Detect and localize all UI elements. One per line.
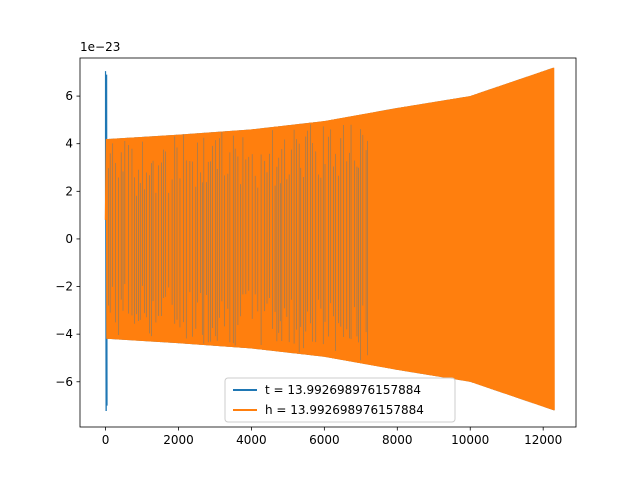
legend: t = 13.992698976157884 h = 13.9926989761… — [224, 377, 456, 423]
y-tick-label: −6 — [55, 375, 73, 389]
y-tick-label: 6 — [65, 89, 73, 103]
series-line-1 — [104, 67, 555, 411]
y-tick-label: −4 — [55, 327, 73, 341]
axes-frame — [79, 57, 577, 428]
legend-label-h: h = 13.992698976157884 — [265, 403, 424, 417]
x-tick-label: 0 — [102, 433, 110, 447]
x-tick-label: 6000 — [309, 433, 340, 447]
series-t-strands — [108, 124, 368, 361]
x-tick-label: 12000 — [524, 433, 562, 447]
legend-label-t: t = 13.992698976157884 — [265, 383, 421, 397]
y-tick-label: 4 — [65, 137, 73, 151]
x-tick-label: 2000 — [163, 433, 194, 447]
y-axis: −6 −4 −2 0 2 4 6 — [55, 89, 80, 389]
y-tick-label: −2 — [55, 280, 73, 294]
y-offset-label: 1e−23 — [80, 40, 120, 54]
legend-box — [224, 377, 456, 423]
x-tick-label: 8000 — [382, 433, 413, 447]
x-tick-label: 4000 — [236, 433, 267, 447]
plot-area — [104, 67, 555, 411]
y-tick-label: 2 — [65, 184, 73, 198]
y-tick-label: 0 — [65, 232, 73, 246]
x-axis: 0 2000 4000 6000 8000 10000 12000 — [102, 427, 562, 447]
x-tick-label: 10000 — [451, 433, 489, 447]
